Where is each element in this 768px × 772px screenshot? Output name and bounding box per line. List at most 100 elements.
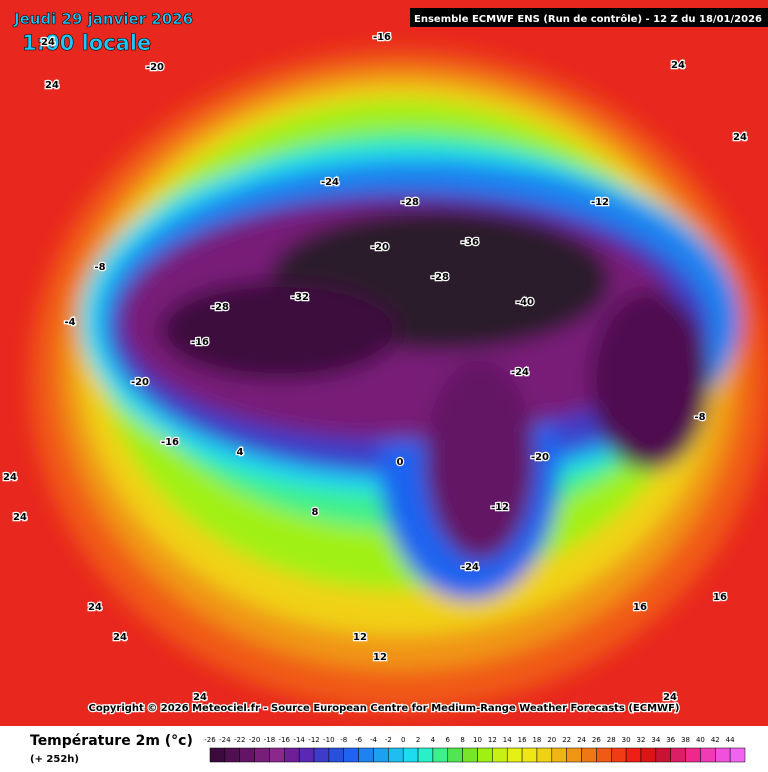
scale-swatch xyxy=(343,747,359,763)
color-scale: -26 -24 -22 -20 -18 -16 -14 -12 -10 -8 -6 -4 -2 0 2 4 6 8… xyxy=(204,736,746,763)
map-label: -12 xyxy=(591,197,609,208)
scale-label: -4 xyxy=(370,736,378,744)
scale-label: 22 xyxy=(562,736,571,744)
scale-label: 34 xyxy=(651,736,660,744)
scale-swatch xyxy=(417,747,434,763)
scale-swatch xyxy=(551,747,567,763)
map-label: -24 xyxy=(461,562,479,573)
scale-label: 26 xyxy=(592,736,601,744)
map-label: -16 xyxy=(373,32,391,43)
scale-swatch xyxy=(685,747,701,763)
map-label: -4 xyxy=(64,317,75,328)
scale-label: 20 xyxy=(547,736,556,744)
scale-label: 6 xyxy=(446,736,451,744)
scale-label: 16 xyxy=(518,736,527,744)
scale-swatch xyxy=(313,747,330,763)
scale-swatch xyxy=(224,747,240,763)
scale-label: -22 xyxy=(234,736,245,744)
scale-swatch xyxy=(298,747,315,763)
map-label: -20 xyxy=(531,452,549,463)
map-label: -40 xyxy=(516,297,534,308)
map-label: -12 xyxy=(491,502,509,513)
date: Jeudi 29 janvier 2026 xyxy=(13,10,193,28)
map-label: -8 xyxy=(694,412,705,423)
scale-swatch xyxy=(596,747,612,763)
scale-swatch xyxy=(729,747,746,763)
scale-swatch xyxy=(358,747,374,763)
map-label: 12 xyxy=(373,652,387,663)
map-label: -16 xyxy=(161,437,179,448)
scale-label: 10 xyxy=(473,736,482,744)
scale-swatch xyxy=(700,747,716,763)
map-labels: 24 24 -16 -20 24 24 24 -8 -4 -16 -28 -32 -36 -40 -24 -2… xyxy=(2,31,748,705)
map-label: -20 xyxy=(146,62,164,73)
scale-label: 32 xyxy=(637,736,646,744)
map-label: 24 xyxy=(663,692,677,703)
scale-swatch xyxy=(402,747,419,763)
map-label: 0 xyxy=(397,457,404,468)
map-label: 16 xyxy=(633,602,647,613)
scale-swatch xyxy=(477,747,493,763)
map-label: 24 xyxy=(88,602,102,613)
scale-swatch xyxy=(492,747,508,763)
scale-swatch xyxy=(715,747,731,763)
legend-subtitle: (+ 252h) xyxy=(30,754,79,765)
map xyxy=(0,0,768,726)
scale-swatch xyxy=(462,747,478,763)
map-label: 24 xyxy=(113,632,127,643)
map-label: -32 xyxy=(291,292,309,303)
scale-swatch xyxy=(521,747,538,763)
map-label: 24 xyxy=(193,692,207,703)
map-label: 4 xyxy=(237,447,244,458)
scale-label: 44 xyxy=(726,736,735,744)
scale-label: 14 xyxy=(503,736,512,744)
scale-label: 30 xyxy=(622,736,631,744)
scale-label: -6 xyxy=(355,736,363,744)
map-label: -8 xyxy=(94,262,105,273)
map-label: -24 xyxy=(511,367,529,378)
copyright: Copyright © 2026 Meteociel.fr - Source E… xyxy=(89,703,680,714)
map-label: 24 xyxy=(13,512,27,523)
scale-label: 8 xyxy=(460,736,464,744)
scale-swatch xyxy=(566,747,582,763)
map-label: 24 xyxy=(41,37,55,48)
legend-title: Température 2m (°c) xyxy=(30,733,193,749)
scale-label: -16 xyxy=(279,736,291,744)
scale-label: 18 xyxy=(532,736,541,744)
scale-label: -18 xyxy=(264,736,275,744)
scale-swatch xyxy=(536,747,553,763)
scale-swatch xyxy=(328,747,344,763)
scale-label: 38 xyxy=(681,736,690,744)
scale-swatch xyxy=(640,747,657,763)
map-label: -20 xyxy=(131,377,149,388)
map-label: -16 xyxy=(191,337,209,348)
scale-label: -20 xyxy=(249,736,260,744)
scale-swatch xyxy=(432,747,449,763)
map-label: 24 xyxy=(45,80,59,91)
scale-label: -10 xyxy=(323,736,334,744)
scale-swatch xyxy=(447,747,463,763)
scale-label: 0 xyxy=(401,736,405,744)
map-label: 16 xyxy=(713,592,727,603)
map-label: -28 xyxy=(401,197,419,208)
map-label: -20 xyxy=(371,242,389,253)
scale-label: 2 xyxy=(416,736,420,744)
scale-label: 24 xyxy=(577,736,586,744)
scale-label: 4 xyxy=(431,736,436,744)
time: 1:00 locale xyxy=(22,31,151,55)
map-label: -36 xyxy=(461,237,479,248)
scale-swatch xyxy=(284,747,300,763)
map-label: -24 xyxy=(321,177,339,188)
scale-label: 12 xyxy=(488,736,497,744)
scale-swatch xyxy=(611,747,627,763)
map-label: 12 xyxy=(353,632,367,643)
scale-label: -14 xyxy=(293,736,305,744)
scale-label: 42 xyxy=(711,736,720,744)
map-label: 8 xyxy=(312,507,319,518)
scale-swatch xyxy=(239,747,255,763)
scale-swatch xyxy=(254,747,270,763)
scale-swatch xyxy=(625,747,642,763)
scale-label: -24 xyxy=(219,736,231,744)
map-label: -28 xyxy=(431,272,449,283)
